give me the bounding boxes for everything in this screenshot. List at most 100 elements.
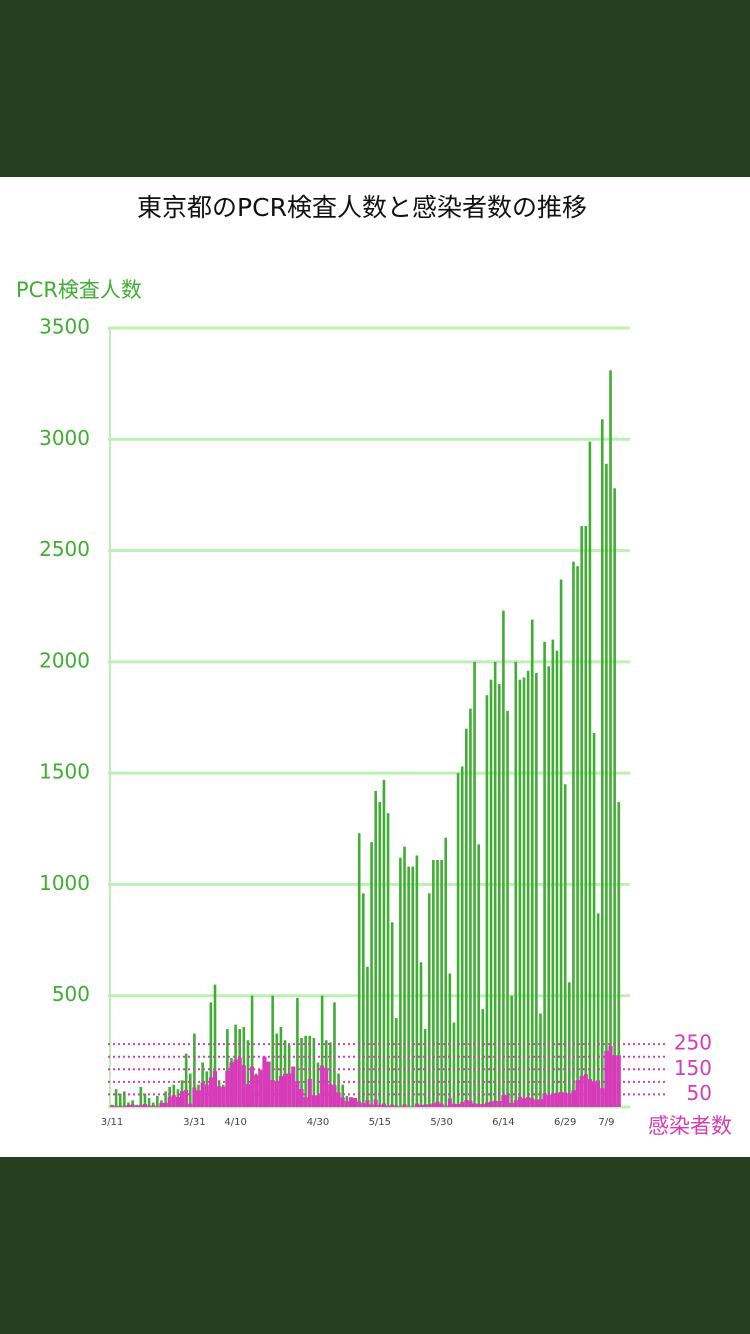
pcr-bar [209,1002,213,1107]
infection-bar [122,1105,127,1107]
pcr-bar [127,1102,130,1107]
pcr-bar [374,790,377,1107]
infection-bar [114,1106,119,1107]
infection-bar [377,1104,382,1107]
infection-bar [398,1106,403,1107]
infection-bar [179,1091,185,1107]
pcr-bar [572,561,575,1107]
pcr-bar [456,773,460,1107]
pcr-bar [592,733,596,1107]
infection-bar [340,1097,345,1107]
infection-bar [521,1098,527,1107]
infection-bar [373,1099,378,1107]
infection-bar [184,1089,189,1107]
x-tick-label: 4/10 [224,1117,246,1128]
infection-bar [299,1088,304,1107]
pcr-bar [403,846,406,1107]
pcr-bar [308,1035,312,1107]
pcr-bar [164,1091,167,1107]
y-tick-label: 500 [52,982,90,1006]
infection-bar [369,1104,374,1107]
infection-bar [468,1100,473,1107]
infection-bar [476,1103,481,1107]
pcr-bar [357,833,361,1107]
infection-bar [241,1065,246,1107]
pcr-bar [539,1013,542,1107]
x-tick-label: 5/30 [430,1117,452,1128]
top-band [0,0,750,177]
y2-tick-label: 250 [674,1031,712,1055]
pcr-bar [465,728,468,1107]
infection-bar [336,1092,341,1107]
infection-bar [109,1105,115,1107]
pcr-bar [114,1089,118,1107]
x-tick-label: 3/11 [101,1117,123,1128]
infection-bar [587,1079,592,1107]
infection-bar [513,1100,518,1107]
infection-bar [188,1103,193,1107]
pcr-bar [506,710,509,1107]
pcr-bar [485,695,489,1107]
infection-bar [163,1102,168,1107]
infection-bar [497,1100,502,1107]
infection-bar [534,1099,539,1107]
infection-bar [365,1099,370,1107]
infection-bar [250,1066,255,1107]
infection-bar [456,1103,461,1107]
pcr-bar [522,677,526,1107]
infection-bar [357,1101,362,1107]
infection-bar [546,1094,551,1107]
infection-bar [204,1084,209,1107]
pcr-bar [362,893,365,1107]
infection-bar [320,1065,325,1107]
pcr-bar [250,995,254,1107]
infection-bar [505,1094,510,1107]
pcr-bar [279,1026,283,1107]
infection-bar [282,1073,288,1107]
y-tick-label: 1500 [39,760,90,784]
pcr-bar [489,679,493,1107]
pcr-bar [123,1091,126,1107]
pcr-bar [419,962,423,1107]
pcr-bar [514,661,518,1107]
pcr-bar [188,1073,192,1107]
infection-bar [571,1090,576,1107]
infection-bar [118,1105,123,1107]
pcr-bar [530,619,534,1107]
x-tick-label: 5/15 [369,1117,391,1128]
infection-bar [550,1093,555,1107]
infection-bar [291,1066,296,1107]
infection-bar [303,1097,308,1107]
infection-bar [311,1095,316,1107]
infection-bar [608,1045,613,1107]
infection-bar [278,1076,283,1107]
pcr-bar [497,684,501,1107]
pcr-bar [613,488,616,1107]
infection-bar [435,1101,440,1107]
infection-bar [315,1095,321,1107]
infection-bar [217,1086,222,1107]
infection-bar [509,1102,514,1107]
y-tick-label: 3500 [39,315,90,339]
pcr-bar [580,526,583,1107]
infection-bar [501,1095,506,1107]
y2-tick-label: 150 [674,1056,712,1080]
y-tick-label: 1000 [39,871,90,895]
infection-bar [443,1105,448,1107]
infection-bar [460,1101,465,1107]
infection-bar [567,1093,572,1107]
pcr-bar [477,844,480,1107]
x-tick-label: 4/30 [307,1117,329,1128]
pcr-bar [118,1093,122,1107]
infection-bar [147,1105,152,1107]
infection-bar [385,1105,391,1107]
y2-tick-label: 50 [687,1081,712,1105]
infection-bar [229,1062,234,1107]
pcr-bar [337,1073,340,1107]
pcr-bar [131,1100,134,1107]
pcr-bar [147,1098,151,1107]
infection-bar [225,1070,230,1107]
infection-bar [328,1084,333,1107]
y2-axis-label: 感染者数 [648,1114,732,1138]
